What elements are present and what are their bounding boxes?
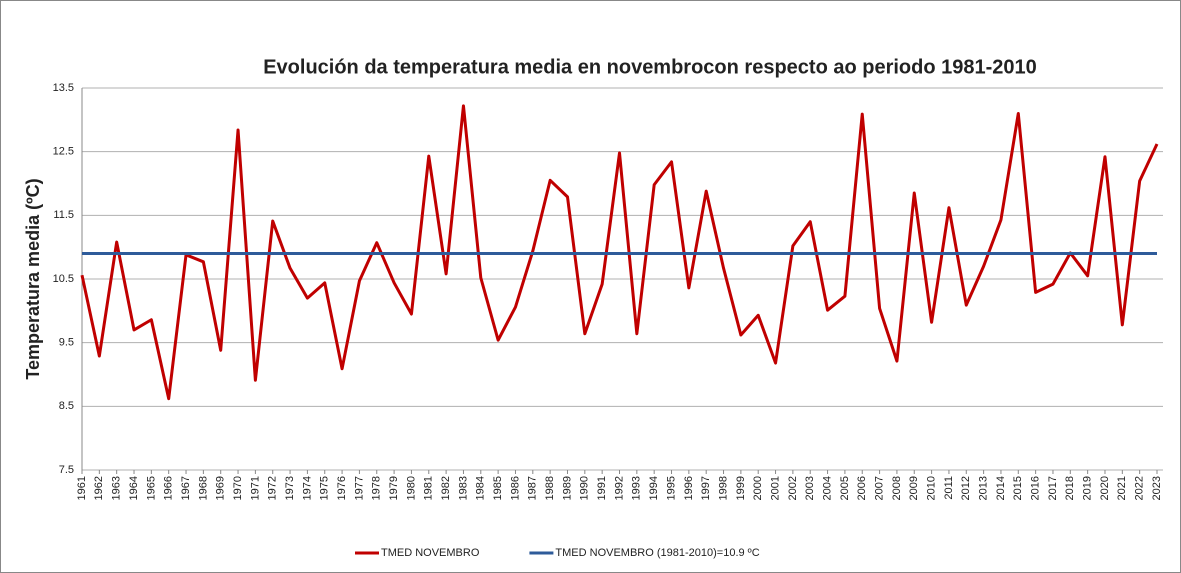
x-tick-label: 2012 <box>960 476 972 500</box>
x-tick-label: 1969 <box>215 476 227 500</box>
x-tick-label: 2004 <box>821 476 833 500</box>
x-tick-label: 1987 <box>527 476 539 500</box>
x-tick-label: 2002 <box>787 476 799 500</box>
x-tick-label: 1980 <box>405 476 417 500</box>
x-tick-label: 2019 <box>1082 476 1094 500</box>
x-tick-label: 2022 <box>1134 476 1146 500</box>
x-tick-label: 1977 <box>353 476 365 500</box>
chart-title: Evolución da temperatura media en novemb… <box>263 56 1037 78</box>
x-tick-label: 1992 <box>613 476 625 500</box>
x-tick-label: 2003 <box>804 476 816 500</box>
y-axis-label: Temperatura media (ºC) <box>23 178 43 379</box>
x-tick-label: 2021 <box>1116 476 1128 500</box>
y-tick-label: 13.5 <box>53 82 74 94</box>
x-tick-label: 1965 <box>145 476 157 500</box>
x-tick-label: 2006 <box>856 476 868 500</box>
x-tick-label: 1975 <box>319 476 331 500</box>
x-tick-label: 1964 <box>128 476 140 500</box>
y-tick-label: 9.5 <box>59 337 74 349</box>
x-tick-label: 1981 <box>423 476 435 500</box>
x-tick-label: 2000 <box>752 476 764 500</box>
x-tick-label: 1998 <box>717 476 729 500</box>
x-tick-label: 2014 <box>995 476 1007 500</box>
y-tick-label: 12.5 <box>53 146 74 158</box>
x-tick-label: 1972 <box>267 476 279 500</box>
y-tick-label: 10.5 <box>53 273 74 285</box>
x-tick-label: 2020 <box>1099 476 1111 500</box>
x-tick-label: 2011 <box>943 476 955 500</box>
x-tick-label: 1994 <box>648 476 660 500</box>
y-tick-label: 8.5 <box>59 400 74 412</box>
x-tick-label: 1966 <box>163 476 175 500</box>
x-tick-label: 1961 <box>76 476 88 500</box>
x-tick-label: 1971 <box>249 476 261 500</box>
x-tick-label: 1967 <box>180 476 192 500</box>
x-tick-label: 1991 <box>596 476 608 500</box>
x-tick-label: 1973 <box>284 476 296 500</box>
x-tick-label: 1997 <box>700 476 712 500</box>
x-tick-label: 1996 <box>683 476 695 500</box>
legend-label: TMED NOVEMBRO <box>381 547 480 559</box>
y-tick-label: 11.5 <box>53 209 74 221</box>
x-tick-label: 1989 <box>561 476 573 500</box>
x-tick-label: 2015 <box>1012 476 1024 500</box>
x-tick-label: 1995 <box>665 476 677 500</box>
x-tick-label: 1999 <box>735 476 747 500</box>
data-line <box>80 104 1159 401</box>
x-tick-label: 1985 <box>492 476 504 500</box>
x-tick-label: 2013 <box>978 476 990 500</box>
x-tick-label: 1979 <box>388 476 400 500</box>
y-tick-label: 7.5 <box>59 464 74 476</box>
x-tick-label: 2016 <box>1030 476 1042 500</box>
x-tick-label: 2018 <box>1064 476 1076 500</box>
x-tick-label: 1986 <box>509 476 521 500</box>
x-tick-label: 1974 <box>301 476 313 500</box>
x-tick-label: 1984 <box>475 476 487 500</box>
x-tick-label: 1970 <box>232 476 244 500</box>
x-tick-label: 2009 <box>908 476 920 500</box>
x-tick-label: 1963 <box>111 476 123 500</box>
x-tick-label: 2017 <box>1047 476 1059 500</box>
x-tick-label: 2001 <box>769 476 781 500</box>
x-tick-label: 2010 <box>926 476 938 500</box>
x-tick-label: 2007 <box>873 476 885 500</box>
x-tick-label: 1982 <box>440 476 452 500</box>
x-tick-label: 1962 <box>93 476 105 500</box>
x-tick-label: 1990 <box>579 476 591 500</box>
x-tick-label: 1983 <box>457 476 469 500</box>
x-tick-label: 1976 <box>336 476 348 500</box>
x-tick-label: 2008 <box>891 476 903 500</box>
x-tick-label: 1988 <box>544 476 556 500</box>
x-tick-label: 1968 <box>197 476 209 500</box>
x-tick-label: 1993 <box>631 476 643 500</box>
x-tick-label: 2005 <box>839 476 851 500</box>
x-tick-label: 1978 <box>371 476 383 500</box>
legend-label: TMED NOVEMBRO (1981-2010)=10.9 ºC <box>555 547 759 559</box>
x-tick-label: 2023 <box>1151 476 1163 500</box>
